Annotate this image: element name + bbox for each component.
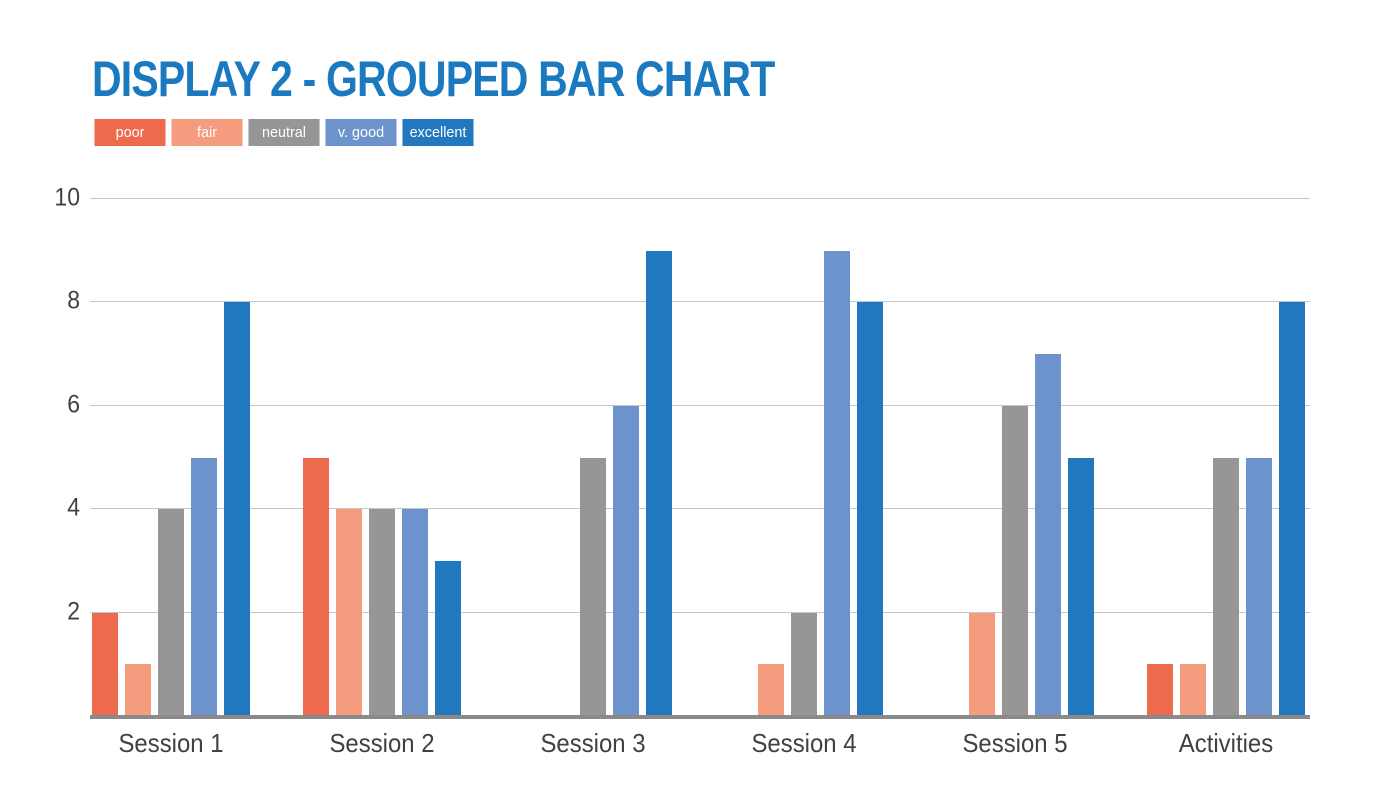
bar-session-4-excellent <box>857 302 883 716</box>
bar-chart: 2 4 6 8 10 Session 1 Session 2 Session 3 Sessio… <box>54 185 1310 756</box>
y-tick-label-10: 10 <box>54 183 80 212</box>
y-tick-label-2: 2 <box>67 597 80 626</box>
page-title: DISPLAY 2 - GROUPED BAR CHART <box>92 51 775 107</box>
legend-item-poor: poor <box>94 119 166 146</box>
gridline-2 <box>90 611 1310 613</box>
y-tick-label-8: 8 <box>67 286 80 315</box>
bar-session-2-v-good <box>402 509 428 716</box>
bar-session-3-neutral <box>580 457 606 716</box>
x-axis-label-session-4: Session 4 <box>751 728 857 758</box>
bar-session-1-fair <box>125 664 151 716</box>
legend-item-v-good: v. good <box>325 119 397 146</box>
bar-session-5-excellent <box>1068 457 1094 716</box>
bar-session-2-neutral <box>369 509 395 716</box>
bar-activities-excellent <box>1279 302 1305 716</box>
legend-item-neutral: neutral <box>248 119 320 146</box>
bar-session-3-excellent <box>646 250 672 716</box>
bar-session-2-fair <box>336 509 362 716</box>
x-axis-label-session-3: Session 3 <box>540 728 646 758</box>
bar-session-4-neutral <box>791 612 817 716</box>
legend: poor fair neutral v. good excellent <box>93 119 475 146</box>
x-axis-label-activities: Activities <box>1178 728 1274 758</box>
bar-activities-neutral <box>1213 457 1239 716</box>
bar-session-2-poor <box>303 457 329 716</box>
legend-item-excellent: excellent <box>402 119 474 146</box>
bar-session-5-v-good <box>1035 354 1061 716</box>
bar-session-1-v-good <box>191 457 217 716</box>
bar-activities-fair <box>1180 664 1206 716</box>
gridline-4 <box>90 508 1310 510</box>
bar-session-4-fair <box>758 664 784 716</box>
bar-session-1-neutral <box>158 509 184 716</box>
gridline-10 <box>90 198 1310 199</box>
y-tick-label-4: 4 <box>67 493 80 522</box>
y-tick-label-6: 6 <box>67 390 80 419</box>
x-axis-label-session-1: Session 1 <box>118 728 224 758</box>
x-axis-label-session-5: Session 5 <box>962 728 1068 758</box>
bar-session-5-fair <box>969 612 995 716</box>
bar-session-1-excellent <box>224 302 250 716</box>
bar-session-5-neutral <box>1002 405 1028 716</box>
bar-session-1-poor <box>92 612 118 716</box>
bar-session-4-v-good <box>824 250 850 716</box>
bar-session-2-excellent <box>435 560 461 716</box>
x-axis-baseline <box>90 715 1310 719</box>
bar-session-3-v-good <box>613 405 639 716</box>
bar-activities-v-good <box>1246 457 1272 716</box>
gridline-6 <box>90 404 1310 406</box>
gridline-8 <box>90 301 1310 303</box>
x-axis-label-session-2: Session 2 <box>329 728 435 758</box>
legend-item-fair: fair <box>171 119 243 146</box>
bar-activities-poor <box>1147 664 1173 716</box>
